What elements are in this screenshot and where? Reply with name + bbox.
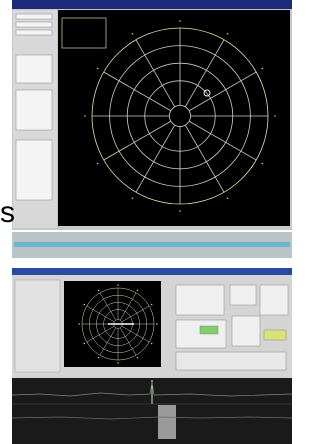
- title-bar: [12, 0, 292, 9]
- rim-marker: [137, 290, 139, 292]
- control: [16, 22, 52, 27]
- rim-marker: [137, 357, 139, 359]
- panel: [230, 285, 256, 305]
- rim-marker: [78, 323, 80, 325]
- signal-strip: [12, 378, 292, 444]
- control: [16, 30, 52, 35]
- rim-marker: [179, 20, 181, 22]
- title-bar: [12, 268, 292, 275]
- panel: [260, 285, 288, 315]
- plot-area: [58, 10, 290, 226]
- rim-marker: [97, 68, 99, 70]
- bottom-window: [12, 268, 292, 378]
- page: {"fragment_text": "s"} s: [0, 0, 302, 444]
- rim-marker: [151, 343, 153, 345]
- middle-strip: [12, 232, 292, 258]
- screenshot-collage: s: [0, 0, 302, 444]
- fragment-text: s: [0, 196, 15, 229]
- rim-marker: [84, 115, 86, 117]
- control: [16, 90, 52, 130]
- panel: [176, 352, 286, 370]
- rim-marker: [98, 290, 100, 292]
- rim-marker: [179, 210, 181, 212]
- rim-marker: [97, 163, 99, 165]
- panel: [232, 316, 260, 346]
- control: [16, 14, 52, 19]
- rim-marker: [227, 33, 229, 35]
- indicator: [264, 330, 286, 340]
- rim-marker: [262, 163, 264, 165]
- rim-marker: [117, 284, 119, 286]
- rim-marker: [84, 343, 86, 345]
- rim-marker: [117, 362, 119, 364]
- progress-bar: [14, 242, 290, 247]
- side-panel: [15, 280, 60, 372]
- top-window: [12, 0, 292, 230]
- rim-marker: [262, 68, 264, 70]
- rim-marker: [84, 304, 86, 306]
- panel: [176, 285, 224, 315]
- control: [16, 55, 52, 83]
- rim-marker: [151, 304, 153, 306]
- rim-marker: [156, 323, 158, 325]
- rim-marker: [132, 33, 134, 35]
- rim-marker: [98, 357, 100, 359]
- rim-marker: [227, 198, 229, 200]
- rim-marker: [132, 198, 134, 200]
- rim-marker: [274, 115, 276, 117]
- indicator: [200, 326, 218, 334]
- highlight: [158, 405, 176, 439]
- control: [16, 140, 52, 200]
